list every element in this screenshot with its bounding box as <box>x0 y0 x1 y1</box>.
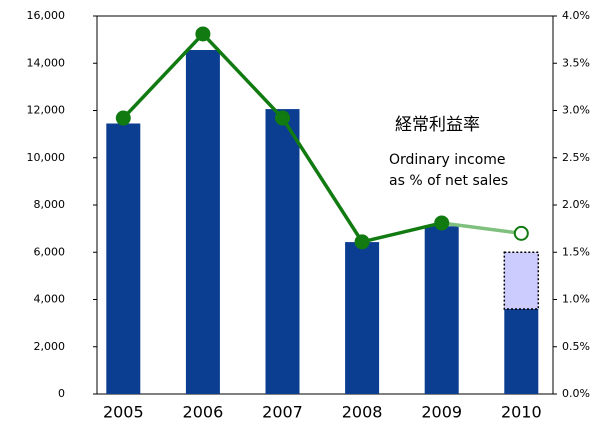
annotation: Ordinary income <box>389 152 506 168</box>
y-tick-label: 12,000 <box>27 104 66 117</box>
x-tick-label: 2005 <box>103 403 144 422</box>
line-point <box>195 26 211 42</box>
bar <box>424 226 459 394</box>
y-tick-label: 16,000 <box>27 9 66 22</box>
bar <box>503 251 540 310</box>
x-tick-label: 2006 <box>183 403 224 422</box>
line-point <box>115 110 131 126</box>
x-tick-label: 2009 <box>421 403 462 422</box>
y-tick-label: 8,000 <box>34 198 66 211</box>
line-point <box>513 225 529 241</box>
plot-frame <box>96 15 554 395</box>
y2-tick-label: 2.5% <box>562 151 590 164</box>
line-point <box>434 215 450 231</box>
bar <box>265 109 300 395</box>
y-tick-label: 14,000 <box>27 56 66 69</box>
y-tick-label: 2,000 <box>34 340 66 353</box>
y2-tick-label: 1.5% <box>562 245 590 258</box>
y2-tick-label: 0.5% <box>562 340 590 353</box>
y-tick-label: 0 <box>58 387 65 400</box>
bar <box>106 123 141 395</box>
y2-tick-label: 3.0% <box>562 104 590 117</box>
y2-tick-label: 1.0% <box>562 293 590 306</box>
y-tick-label: 6,000 <box>34 245 66 258</box>
y-tick-label: 4,000 <box>34 293 66 306</box>
bar <box>185 50 220 395</box>
x-tick-label: 2008 <box>342 403 383 422</box>
y2-tick-label: 4.0% <box>562 9 590 22</box>
y-tick-label: 10,000 <box>27 151 66 164</box>
annotation: 経常利益率 <box>395 115 480 135</box>
line-point <box>275 110 290 126</box>
line-point <box>354 234 370 250</box>
y2-tick-label: 0.0% <box>562 387 590 400</box>
x-tick-label: 2007 <box>262 403 303 422</box>
forecast-line <box>441 221 522 236</box>
y2-tick-label: 3.5% <box>562 56 590 69</box>
y2-tick-label: 2.0% <box>562 198 590 211</box>
bar <box>345 242 380 394</box>
x-tick-label: 2010 <box>501 403 542 422</box>
bar <box>504 308 539 394</box>
annotation: as % of net sales <box>389 173 508 189</box>
